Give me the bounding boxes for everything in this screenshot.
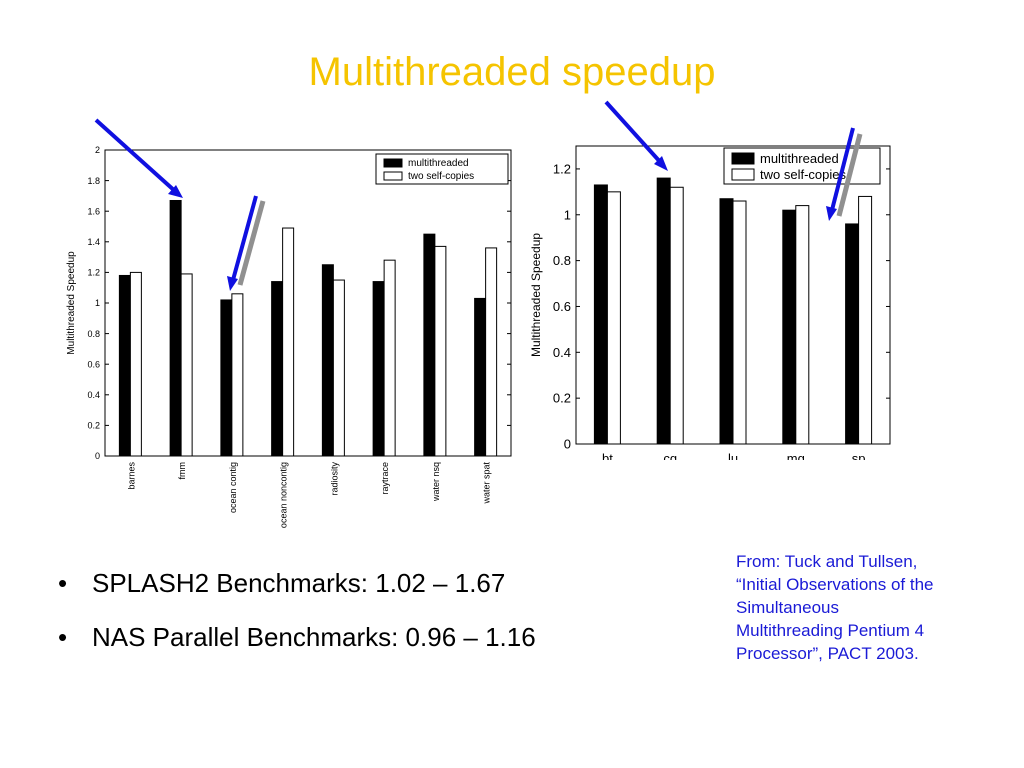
citation-line: “Initial Observations of the	[736, 575, 934, 594]
y-tick-label: 0.2	[553, 391, 571, 406]
y-tick-label: 0.8	[553, 253, 571, 268]
y-tick-label: 1.6	[87, 206, 100, 216]
y-tick-label: 0	[95, 451, 100, 461]
legend-label: multithreaded	[760, 151, 839, 166]
bar-two-self-copies	[485, 247, 498, 457]
bar-multithreaded	[845, 223, 860, 445]
bullet-nas-text: NAS Parallel Benchmarks: 0.96 – 1.16	[92, 622, 536, 652]
x-tick-label: mg	[787, 451, 805, 460]
x-tick-label: lu	[728, 451, 738, 460]
bar-two-self-copies	[282, 227, 295, 457]
bar-multithreaded	[169, 199, 182, 457]
x-tick-label: bt	[602, 451, 613, 460]
y-axis-label: Multithreaded Speedup	[66, 251, 77, 355]
bar-two-self-copies	[732, 200, 747, 445]
bullet-nas: • NAS Parallel Benchmarks: 0.96 – 1.16	[58, 622, 536, 652]
x-tick-label: barnes	[126, 462, 136, 490]
citation-line: Simultaneous	[736, 598, 840, 617]
legend-swatch	[383, 158, 403, 168]
bar-two-self-copies	[606, 191, 621, 445]
y-tick-label: 0.2	[87, 421, 100, 431]
citation-line: Multithreading Pentium 4	[736, 621, 925, 640]
x-tick-label: fmm	[177, 462, 187, 480]
x-tick-label: sp	[852, 451, 866, 460]
summary-bullets: • SPLASH2 Benchmarks: 1.02 – 1.67 • NAS Pa…	[58, 560, 536, 668]
y-tick-label: 0.4	[87, 390, 100, 400]
bar-multithreaded	[118, 274, 131, 457]
bar-two-self-copies	[858, 195, 873, 445]
legend-swatch	[731, 152, 755, 165]
legend-label: two self-copies	[408, 171, 474, 182]
y-tick-label: 1.4	[87, 237, 100, 247]
bar-multithreaded	[271, 281, 284, 457]
y-tick-label: 0.6	[553, 299, 571, 314]
bar-multithreaded	[593, 184, 608, 445]
citation: From: Tuck and Tullsen, “Initial Observa…	[736, 550, 1016, 665]
bar-two-self-copies	[129, 271, 142, 457]
y-tick-label: 2	[95, 145, 100, 155]
bar-two-self-copies	[332, 279, 345, 457]
legend-swatch	[383, 171, 403, 181]
bar-two-self-copies	[231, 293, 244, 457]
bar-two-self-copies	[669, 186, 684, 445]
slide-title: Multithreaded speedup	[308, 50, 716, 94]
bar-two-self-copies	[383, 259, 396, 457]
legend-swatch	[731, 168, 755, 181]
legend-label: two self-copies	[760, 167, 846, 182]
legend-label: multithreaded	[408, 158, 469, 169]
citation-line: From: Tuck and Tullsen,	[736, 552, 918, 571]
y-tick-label: 1	[95, 298, 100, 308]
y-tick-label: 1.2	[553, 161, 571, 176]
bar-multithreaded	[321, 264, 334, 457]
y-tick-label: 0.8	[87, 329, 100, 339]
y-tick-label: 1	[564, 207, 571, 222]
y-tick-label: 0	[564, 437, 571, 452]
bar-multithreaded	[423, 233, 436, 457]
x-tick-label: raytrace	[380, 462, 390, 495]
bar-two-self-copies	[180, 273, 193, 457]
x-tick-label: cg	[663, 451, 677, 460]
y-axis-label: Multithreaded Speedup	[529, 233, 543, 357]
x-tick-label: water spat	[482, 462, 492, 505]
bar-multithreaded	[719, 198, 734, 445]
x-tick-label: ocean noncontig	[279, 462, 289, 528]
bar-two-self-copies	[434, 245, 447, 457]
bar-multithreaded	[372, 281, 385, 457]
bar-two-self-copies	[795, 205, 810, 445]
x-tick-label: radiosity	[329, 462, 339, 496]
splash2-speedup-chart: 0 0.2 0.4 0.6 0.8 1 1.2 1.4 1.6 1.8 2 barnes fmm ocea…	[66, 145, 512, 528]
citation-line: Processor”, PACT 2003.	[736, 644, 919, 663]
y-tick-label: 0.4	[553, 345, 571, 360]
bullet-splash2-text: SPLASH2 Benchmarks: 1.02 – 1.67	[92, 568, 506, 598]
bullet-splash2: • SPLASH2 Benchmarks: 1.02 – 1.67	[58, 568, 506, 598]
bar-multithreaded	[220, 299, 233, 457]
plot-frame	[104, 149, 512, 457]
bar-multithreaded	[782, 209, 797, 445]
bar-multithreaded	[656, 177, 671, 445]
x-tick-label: ocean contig	[228, 462, 238, 513]
y-tick-label: 1.8	[87, 176, 100, 186]
x-tick-label: water nsq	[431, 462, 441, 502]
bar-multithreaded	[474, 297, 487, 457]
y-tick-label: 1.2	[87, 268, 100, 278]
nas-speedup-chart: 0 0.2 0.4 0.6 0.8 1 1.2 bt cg lu mg sp Multithreaded…	[529, 145, 891, 460]
y-tick-label: 0.6	[87, 359, 100, 369]
